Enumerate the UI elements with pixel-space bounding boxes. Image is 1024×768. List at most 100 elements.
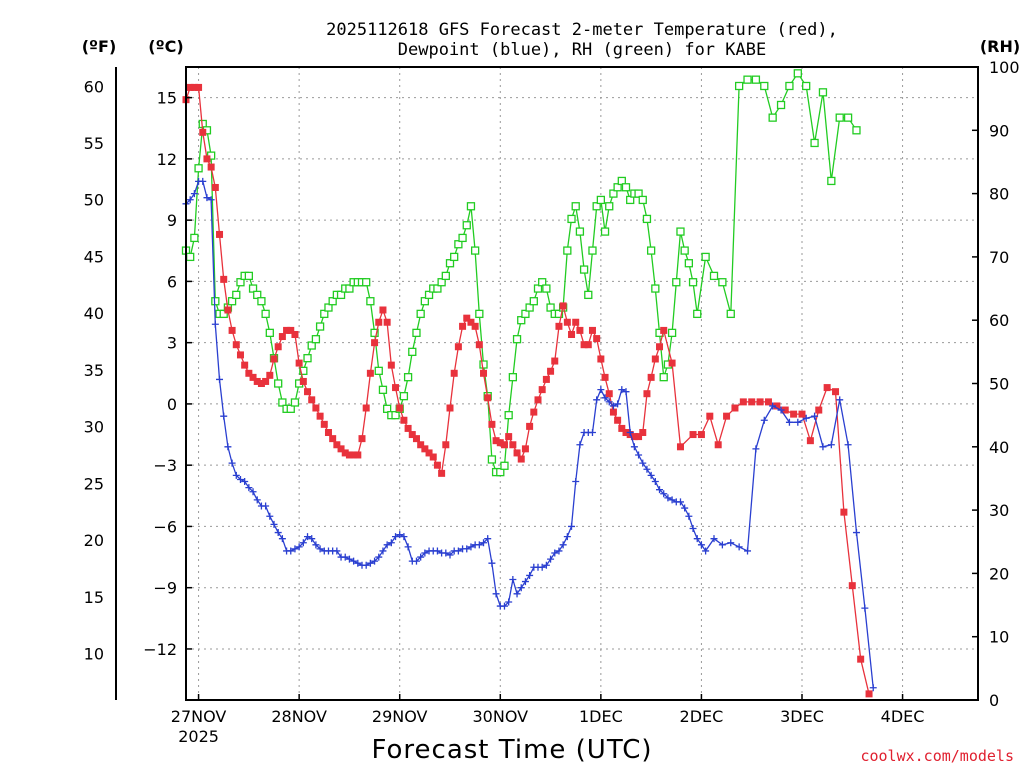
rh-point xyxy=(533,284,543,293)
temperature-point xyxy=(195,83,203,91)
fahrenheit-tick-label: 15 xyxy=(84,588,104,607)
rh-point xyxy=(450,252,459,262)
rh-point xyxy=(546,303,555,312)
dewpoint-point xyxy=(299,539,307,547)
dewpoint-point xyxy=(203,194,211,202)
temperature-point xyxy=(190,83,198,91)
temperature-point xyxy=(412,435,420,443)
rh-point xyxy=(751,75,761,84)
rh-point xyxy=(718,278,727,287)
series-layer xyxy=(181,69,877,698)
temperature-point xyxy=(584,341,592,349)
temperature-point xyxy=(601,373,609,381)
temperature-point xyxy=(660,326,668,334)
dewpoint-point xyxy=(656,486,664,494)
dewpoint-point xyxy=(186,196,194,204)
temperature-point xyxy=(207,163,215,171)
temperature-point xyxy=(630,433,638,441)
temperature-point xyxy=(622,429,630,437)
dewpoint-point xyxy=(869,684,877,692)
dewpoint-point xyxy=(446,551,454,559)
rh-point xyxy=(584,290,593,300)
dewpoint-point xyxy=(689,524,697,532)
rh-point xyxy=(366,297,375,306)
fahrenheit-tick-label: 55 xyxy=(84,134,104,153)
temperature-point xyxy=(513,449,521,457)
temperature-point xyxy=(806,437,814,445)
temperature-point xyxy=(270,355,278,363)
temperature-point xyxy=(358,435,366,443)
temperature-point xyxy=(232,341,240,349)
rh-point xyxy=(709,271,719,281)
fahrenheit-tick-label: 20 xyxy=(84,531,104,550)
temperature-series xyxy=(182,83,873,698)
dewpoint-point xyxy=(249,488,257,496)
temperature-point xyxy=(848,582,856,590)
dewpoint-point xyxy=(505,598,513,606)
temperature-point xyxy=(505,433,513,441)
rh-point xyxy=(328,297,337,306)
dewpoint-point xyxy=(224,443,232,451)
rh-point xyxy=(802,81,811,91)
rh-point xyxy=(362,278,371,287)
temperature-point xyxy=(287,326,295,334)
dewpoint-point xyxy=(597,386,605,394)
temperature-point xyxy=(433,461,441,469)
temperature-point xyxy=(337,445,345,453)
dewpoint-point xyxy=(702,547,710,555)
rh-point xyxy=(382,404,392,413)
dewpoint-point xyxy=(454,547,462,555)
dewpoint-point xyxy=(710,535,718,543)
rh-tick-label: 20 xyxy=(989,564,1009,583)
temperature-point xyxy=(488,420,496,428)
temperature-point xyxy=(224,306,232,314)
rh-point xyxy=(680,246,689,255)
temperature-point xyxy=(379,306,387,314)
temperature-point xyxy=(593,335,601,343)
temperature-point xyxy=(383,318,391,326)
rh-point xyxy=(613,183,622,192)
temperature-point xyxy=(341,449,349,457)
dewpoint-point xyxy=(304,533,312,541)
rh-point xyxy=(190,233,199,243)
dewpoint-point xyxy=(379,547,387,555)
rh-series xyxy=(181,69,861,477)
dewpoint-point xyxy=(718,541,726,549)
dewpoint-point xyxy=(270,520,278,528)
dewpoint-point xyxy=(643,465,651,473)
rh-point xyxy=(496,467,505,477)
credit-link[interactable]: coolwx.com/models xyxy=(860,747,1014,765)
dewpoint-point xyxy=(421,549,429,557)
dewpoint-point xyxy=(852,529,860,537)
rh-point xyxy=(667,328,677,338)
dewpoint-point xyxy=(245,484,253,492)
dewpoint-point xyxy=(819,443,827,451)
rh-point xyxy=(693,309,702,319)
temperature-point xyxy=(408,431,416,439)
dewpoint-point xyxy=(769,402,777,410)
dewpoint-point xyxy=(547,555,555,563)
temperature-point xyxy=(651,355,659,363)
rh-point xyxy=(433,284,442,293)
dewpoint-point xyxy=(844,441,852,449)
dewpoint-point xyxy=(228,459,236,467)
rh-point xyxy=(274,379,283,388)
rh-point xyxy=(818,88,828,97)
dewpoint-point xyxy=(412,557,420,565)
rh-point xyxy=(416,309,425,319)
dewpoint-point xyxy=(614,400,622,408)
temperature-point xyxy=(228,326,236,334)
rh-point xyxy=(508,373,518,382)
dewpoint-point xyxy=(635,451,643,459)
temperature-point xyxy=(471,322,479,330)
dewpoint-point xyxy=(333,547,341,555)
temperature-point xyxy=(446,404,454,412)
dewpoint-point xyxy=(572,478,580,486)
temperature-point xyxy=(274,343,282,351)
temperature-point xyxy=(798,410,806,418)
dewpoint-point xyxy=(400,533,408,541)
temperature-point xyxy=(354,451,362,459)
rh-point xyxy=(688,278,698,287)
